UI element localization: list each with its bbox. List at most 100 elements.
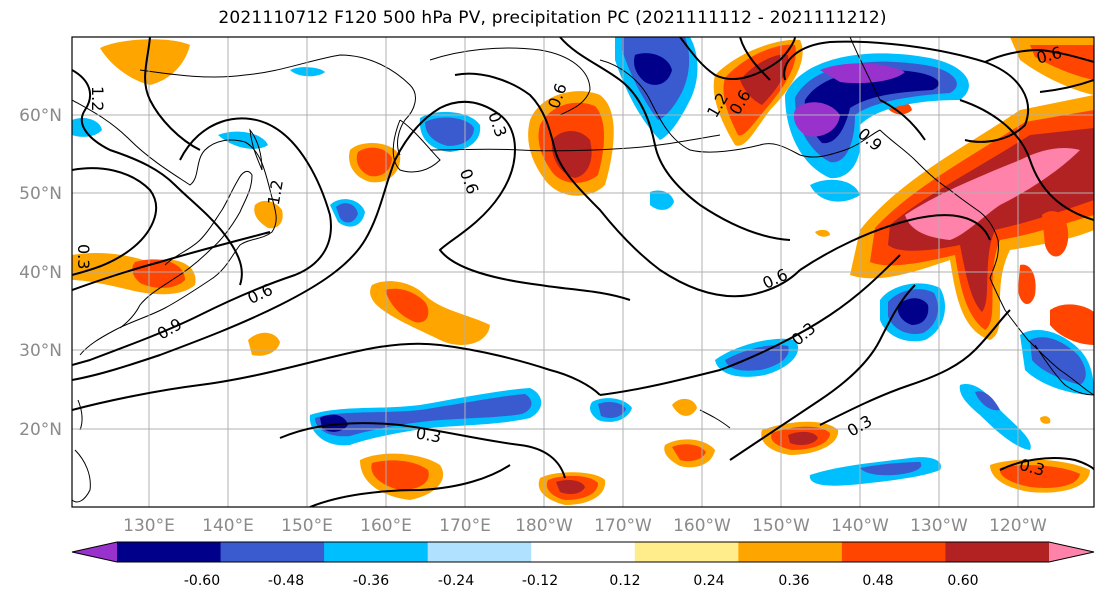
precip-area xyxy=(1042,211,1069,257)
precip-area xyxy=(804,69,939,144)
pv-contour xyxy=(72,100,631,381)
precip-area xyxy=(905,148,1080,240)
colorbar-tick-label: 0.12 xyxy=(609,573,640,589)
lon-label: 160°E xyxy=(360,516,412,536)
precip-area xyxy=(810,179,860,202)
colorbar-extend-high xyxy=(1049,542,1094,562)
lon-label: 140°E xyxy=(202,516,254,536)
map-title: 2021110712 F120 500 hPa PV, precipitatio… xyxy=(218,8,887,28)
pv-contour xyxy=(739,37,771,81)
precip-area xyxy=(218,131,268,149)
lon-label: 120°W xyxy=(989,516,1047,536)
colorbar-swatch xyxy=(841,542,946,562)
precip-area xyxy=(975,391,1000,411)
pv-contour xyxy=(879,99,926,141)
precip-area xyxy=(356,147,392,177)
colorbar-tick-label: 0.48 xyxy=(862,573,893,589)
lon-label: 170°E xyxy=(439,516,491,536)
lat-label: 20°N xyxy=(19,420,62,440)
pv-contour xyxy=(454,72,801,298)
lat-label: 30°N xyxy=(19,341,62,361)
pv-contours xyxy=(72,37,1094,507)
precip-area xyxy=(672,444,706,462)
colorbar-tick-label: -0.60 xyxy=(184,573,220,589)
precip-area xyxy=(1040,416,1051,424)
pv-contour xyxy=(72,342,601,411)
coastline-northam xyxy=(989,277,1094,396)
coastline-canada xyxy=(849,37,881,101)
pv-contour xyxy=(679,37,796,80)
map-frame xyxy=(71,36,1095,508)
pv-contour xyxy=(819,309,1011,426)
precip-area xyxy=(72,118,102,137)
lat-label: 40°N xyxy=(19,263,62,283)
precip-area xyxy=(425,117,474,146)
precip-area xyxy=(672,398,697,416)
pv-contour xyxy=(999,457,1094,471)
precip-area xyxy=(315,394,532,437)
pv-contour xyxy=(559,37,791,241)
colorbar-extend-low xyxy=(72,542,117,562)
precip-area xyxy=(385,288,429,323)
lat-labels: 60°N 50°N 40°N 30°N 20°N xyxy=(19,106,62,440)
pv-contour xyxy=(309,464,511,507)
precip-area xyxy=(1030,45,1094,80)
coastline-alaska xyxy=(599,59,881,158)
precip-area xyxy=(634,53,672,85)
colorbar-tick-label: 0.36 xyxy=(778,573,809,589)
colorbar-swatch xyxy=(220,542,325,562)
precip-shading xyxy=(72,37,1094,505)
colorbar-swatch xyxy=(531,542,636,562)
lon-label: 140°W xyxy=(831,516,889,536)
pv-contour xyxy=(1039,79,1094,93)
lat-label: 60°N xyxy=(19,106,62,126)
precip-area xyxy=(598,401,626,418)
contour-label: 1.2 xyxy=(264,178,287,206)
precip-area xyxy=(820,63,905,84)
precip-area xyxy=(336,203,358,223)
contour-label: 0.3 xyxy=(414,423,442,446)
lon-label: 130°W xyxy=(910,516,968,536)
precip-area xyxy=(788,431,818,446)
pv-contour xyxy=(72,117,332,366)
precip-area xyxy=(999,465,1080,488)
precip-area xyxy=(725,344,789,371)
coastline-sakhalin xyxy=(249,128,263,171)
lat-label: 50°N xyxy=(19,184,62,204)
coastline-philippines xyxy=(72,449,91,503)
colorbar-tick-label: -0.36 xyxy=(353,573,389,589)
coastline-kamchatka xyxy=(392,119,441,173)
pv-contour xyxy=(72,167,157,276)
colorbar-swatch xyxy=(427,542,532,562)
lon-label: 150°E xyxy=(281,516,333,536)
colorbar-swatch xyxy=(945,542,1050,562)
coastline-siberia xyxy=(139,54,416,156)
pv-contour xyxy=(729,284,916,461)
colorbar-ticks: -0.60 -0.48 -0.36 -0.24 -0.12 0.12 0.24 … xyxy=(184,573,979,589)
precip-area xyxy=(320,414,348,432)
colorbar-tick-label: -0.24 xyxy=(438,573,474,589)
coastline-japan xyxy=(119,170,253,329)
colorbar-tick-label: 0.60 xyxy=(947,573,978,589)
colorbar-tick-label: -0.12 xyxy=(522,573,558,589)
colorbar-swatch xyxy=(634,542,739,562)
pv-contour xyxy=(279,422,566,479)
colorbar-swatch xyxy=(117,542,222,562)
pv-contour xyxy=(599,254,901,396)
colorbar xyxy=(71,541,1095,563)
pv-contour xyxy=(959,99,1094,221)
precip-area xyxy=(793,102,840,137)
contour-label: 0.3 xyxy=(74,244,93,269)
colorbar-outline xyxy=(71,541,1095,563)
coastline-bc xyxy=(879,129,999,279)
precip-area xyxy=(860,462,922,476)
lon-label: 160°W xyxy=(673,516,731,536)
pv-contour xyxy=(799,214,991,271)
lon-labels: 130°E 140°E 150°E 160°E 170°E 180°W 170°… xyxy=(123,516,1047,536)
pv-contour xyxy=(72,231,271,291)
precip-area xyxy=(740,54,789,105)
lon-label: 130°E xyxy=(123,516,175,536)
precip-area xyxy=(650,190,674,210)
colorbar-swatch xyxy=(324,542,429,562)
